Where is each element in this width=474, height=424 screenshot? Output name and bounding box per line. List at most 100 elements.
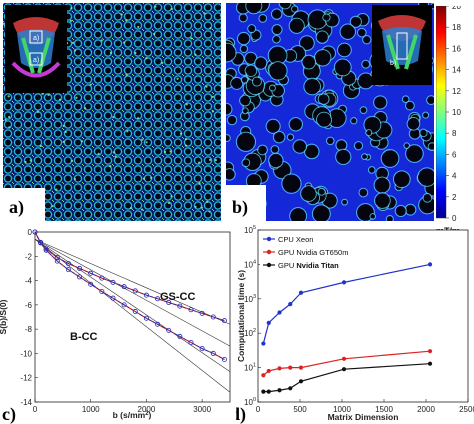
fiber-texture-image-a: a) a) a) bbox=[3, 3, 221, 221]
data-point-c bbox=[77, 265, 83, 271]
ytick-label-d: 105 bbox=[244, 225, 256, 235]
data-point-c bbox=[143, 315, 149, 321]
colorbar-tick-label: 6 bbox=[452, 150, 457, 159]
colorbar-tick-label: 4 bbox=[452, 172, 457, 181]
ytick-label-d: 104 bbox=[244, 259, 256, 269]
data-point-c bbox=[166, 299, 172, 305]
data-point-c bbox=[77, 274, 83, 280]
data-point-c bbox=[221, 318, 227, 324]
colorbar-tick-label: 8 bbox=[452, 129, 457, 138]
ytick-label-c: -10 bbox=[20, 349, 32, 358]
data-point-c bbox=[210, 350, 216, 356]
ytick-label-c: 0 bbox=[28, 228, 33, 237]
colorbar-tick-label: 2 bbox=[452, 193, 457, 202]
data-point-d-2 bbox=[261, 389, 266, 394]
data-point-c bbox=[188, 340, 194, 346]
data-point-d-2 bbox=[298, 379, 304, 384]
xtick-label-d: 1000 bbox=[333, 405, 351, 414]
xtick-label-c: 2000 bbox=[138, 405, 156, 414]
data-point-c bbox=[43, 247, 49, 253]
colorbar-tick-label: 20 bbox=[452, 6, 461, 11]
data-point-d-1 bbox=[277, 366, 282, 371]
ytick-label-c: -12 bbox=[20, 374, 32, 383]
colorbar-tick-label: 0 bbox=[452, 214, 457, 223]
model-line-c-0 bbox=[34, 231, 225, 322]
data-point-c bbox=[99, 275, 105, 281]
xtick-label-d: 2000 bbox=[417, 405, 435, 414]
chart-c: 0-2-4-6-8-10-12-140 1000 2000 3000 S(b)/S(0… bbox=[0, 228, 231, 424]
data-point-c bbox=[221, 356, 227, 362]
colorbar-tick-label: 14 bbox=[452, 66, 461, 75]
data-point-c bbox=[110, 295, 116, 301]
data-point-c bbox=[54, 258, 60, 264]
colorbar-tick-label: 16 bbox=[452, 44, 461, 53]
colorbar-tick-label: 10 bbox=[452, 108, 461, 117]
ylabel-d: Computational time (s) bbox=[236, 270, 246, 362]
chart-d: 100 101 102 103 104 105 0 500 1000 1500 2000 2500 C… bbox=[236, 225, 474, 424]
data-point-c bbox=[88, 270, 94, 276]
legend-label-gt650m: GPU Nvidia GT650m bbox=[278, 248, 348, 257]
data-point-c bbox=[132, 309, 138, 315]
panel-label-a: a) bbox=[9, 197, 24, 218]
legend-item-gpu-titan: GPU Nvidia Titan bbox=[263, 261, 339, 270]
data-point-c bbox=[155, 296, 161, 302]
data-point-c bbox=[177, 333, 183, 339]
model-line-c-1 bbox=[34, 231, 225, 360]
data-point-c bbox=[132, 288, 138, 294]
data-point-c bbox=[32, 229, 38, 235]
panel-label-b: b) bbox=[232, 197, 248, 218]
panel-label-c: c) bbox=[2, 404, 16, 424]
data-point-d-1 bbox=[298, 365, 304, 370]
ytick-label-c: -6 bbox=[25, 301, 33, 310]
plot-area-c bbox=[34, 231, 231, 403]
data-point-c bbox=[110, 279, 116, 285]
xlabel-d: Matrix Dimension bbox=[328, 412, 399, 422]
xtick-label-c: 0 bbox=[33, 405, 38, 414]
ytick-label-c: -2 bbox=[25, 252, 33, 261]
data-point-d-1 bbox=[266, 368, 271, 374]
data-point-d-1 bbox=[427, 349, 433, 354]
panel-label-d: d) bbox=[236, 404, 246, 424]
data-point-d-1 bbox=[288, 365, 293, 370]
data-point-d-0 bbox=[261, 341, 266, 346]
xtick-label-d: 1500 bbox=[375, 405, 393, 414]
data-point-d-0 bbox=[298, 290, 304, 295]
data-point-d-2 bbox=[288, 386, 293, 391]
annotation-b-cc: B-CC bbox=[70, 331, 98, 343]
data-point-d-0 bbox=[341, 280, 347, 285]
data-point-d-0 bbox=[277, 310, 282, 315]
data-point-c bbox=[210, 314, 216, 320]
data-point-d-0 bbox=[427, 262, 433, 267]
brain-inset-b: b) bbox=[372, 5, 432, 85]
colorbar-tick-label: 12 bbox=[452, 87, 461, 96]
data-point-d-2 bbox=[266, 389, 271, 394]
inset-label-a2: a) bbox=[33, 57, 39, 64]
data-point-d-1 bbox=[341, 356, 347, 361]
brain-inset-a: a) a) bbox=[5, 5, 67, 93]
data-point-c bbox=[38, 240, 44, 246]
data-point-c bbox=[65, 267, 71, 273]
ytick-label-d: 103 bbox=[244, 294, 256, 304]
data-point-c bbox=[155, 321, 161, 327]
xlabel-c: b (s/mm2) bbox=[113, 410, 152, 420]
data-point-c bbox=[65, 261, 71, 267]
legend-label-titan: GPU Nvidia Titan bbox=[278, 261, 339, 270]
data-point-c bbox=[99, 289, 105, 295]
ytick-label-d: 101 bbox=[244, 363, 256, 373]
ytick-label-d: 102 bbox=[244, 328, 256, 338]
data-point-c bbox=[121, 302, 127, 308]
data-point-c bbox=[199, 310, 205, 316]
guide-line bbox=[34, 239, 231, 393]
inset-label-b: b) bbox=[390, 60, 396, 67]
data-point-c bbox=[54, 255, 60, 261]
legend-item-cpu: CPU Xeon bbox=[263, 235, 313, 244]
guide-line bbox=[34, 239, 231, 347]
data-point-c bbox=[88, 281, 94, 287]
xtick-label-c: 1000 bbox=[82, 405, 100, 414]
ytick-label-c: -8 bbox=[25, 325, 33, 334]
data-point-d-0 bbox=[288, 302, 293, 307]
ytick-label-c: -14 bbox=[20, 398, 32, 407]
data-point-d-0 bbox=[266, 320, 271, 325]
xtick-label-d: 500 bbox=[293, 405, 307, 414]
